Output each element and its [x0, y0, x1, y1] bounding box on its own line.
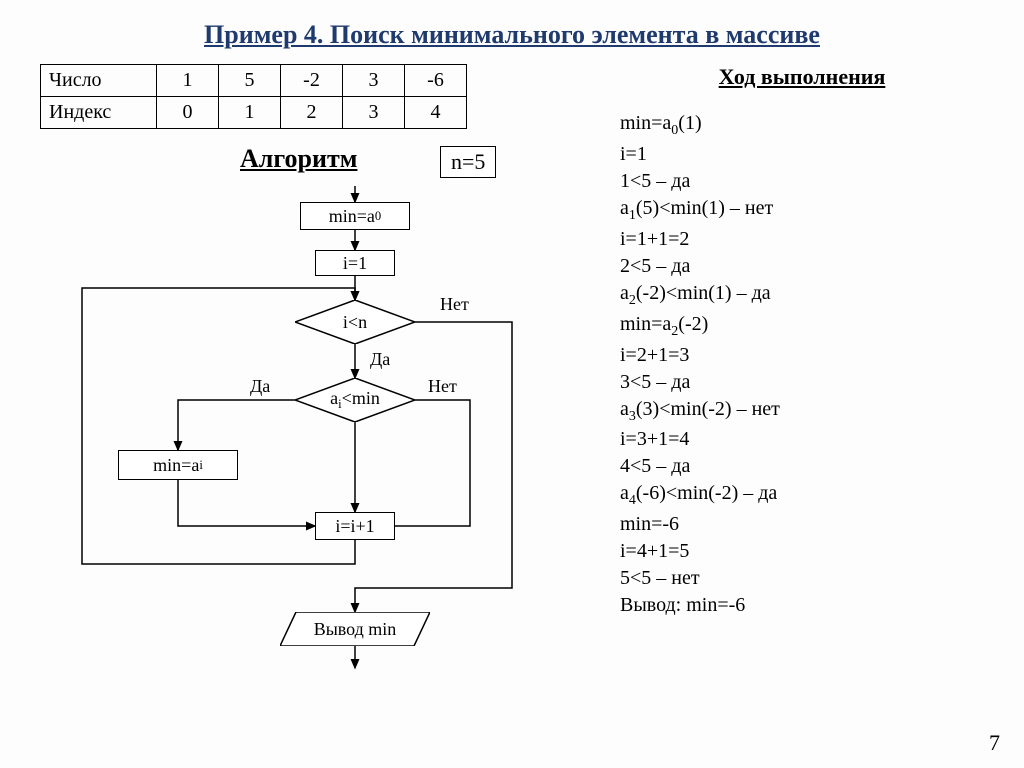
left-column: Число 1 5 -2 3 -6 Индекс 0 1 2 3 4 Алгор… [40, 64, 600, 619]
trace-line: i=4+1=5 [620, 538, 984, 565]
trace-line: i=1 [620, 141, 984, 168]
flowchart-node-b1: min=a0 [300, 202, 410, 230]
flowchart-node-b3: min=ai [118, 450, 238, 480]
trace-line: i=2+1=3 [620, 342, 984, 369]
flowchart-node-b4: i=i+1 [315, 512, 395, 540]
table-cell: 4 [405, 97, 467, 129]
trace-title: Ход выполнения [620, 64, 984, 90]
page-number: 7 [989, 730, 1000, 756]
flowchart-edge-label: Да [370, 349, 390, 370]
trace-line: a3(3)<min(-2) – нет [620, 396, 984, 427]
table-cell: 1 [157, 65, 219, 97]
table-cell: 2 [281, 97, 343, 129]
table-cell: 3 [343, 97, 405, 129]
table-row: Индекс 0 1 2 3 4 [41, 97, 467, 129]
flowchart-node-p1: Вывод min [280, 612, 430, 646]
table-cell: 1 [219, 97, 281, 129]
table-cell: 3 [343, 65, 405, 97]
trace-line: a1(5)<min(1) – нет [620, 195, 984, 226]
right-column: Ход выполнения min=a0(1)i=11<5 – даa1(5)… [600, 64, 984, 619]
trace-line: 2<5 – да [620, 253, 984, 280]
trace-line: i=3+1=4 [620, 426, 984, 453]
trace-line: a2(-2)<min(1) – да [620, 280, 984, 311]
table-cell: -6 [405, 65, 467, 97]
table-cell: 0 [157, 97, 219, 129]
page-title: Пример 4. Поиск минимального элемента в … [0, 0, 1024, 64]
table-row: Число 1 5 -2 3 -6 [41, 65, 467, 97]
trace-line: 4<5 – да [620, 453, 984, 480]
trace-line: min=a0(1) [620, 110, 984, 141]
table-cell: -2 [281, 65, 343, 97]
flowchart-edge-label: Нет [440, 294, 469, 315]
trace-line: i=1+1=2 [620, 226, 984, 253]
flowchart-edge-label: Нет [428, 376, 457, 397]
trace-line: 5<5 – нет [620, 565, 984, 592]
row-label-values: Число [41, 65, 157, 97]
algorithm-heading: Алгоритм [240, 144, 357, 174]
flowchart-node-b2: i=1 [315, 250, 395, 276]
trace-line: min=a2(-2) [620, 311, 984, 342]
trace-lines: min=a0(1)i=11<5 – даa1(5)<min(1) – нетi=… [620, 110, 984, 619]
data-table: Число 1 5 -2 3 -6 Индекс 0 1 2 3 4 [40, 64, 467, 129]
trace-line: a4(-6)<min(-2) – да [620, 480, 984, 511]
trace-line: 1<5 – да [620, 168, 984, 195]
trace-line: min=-6 [620, 511, 984, 538]
flowchart-edge-label: Да [250, 376, 270, 397]
flowchart-node-d1: i<n [295, 300, 415, 344]
content-area: Число 1 5 -2 3 -6 Индекс 0 1 2 3 4 Алгор… [0, 64, 1024, 619]
table-cell: 5 [219, 65, 281, 97]
flowchart: min=a0 i=1 i<n ai<min min=ai i=i+1 Вывод min Н… [40, 182, 600, 722]
n-box: n=5 [440, 146, 496, 178]
row-label-index: Индекс [41, 97, 157, 129]
trace-line: 3<5 – да [620, 369, 984, 396]
trace-line: Вывод: min=-6 [620, 592, 984, 619]
flowchart-node-d2: ai<min [295, 378, 415, 422]
